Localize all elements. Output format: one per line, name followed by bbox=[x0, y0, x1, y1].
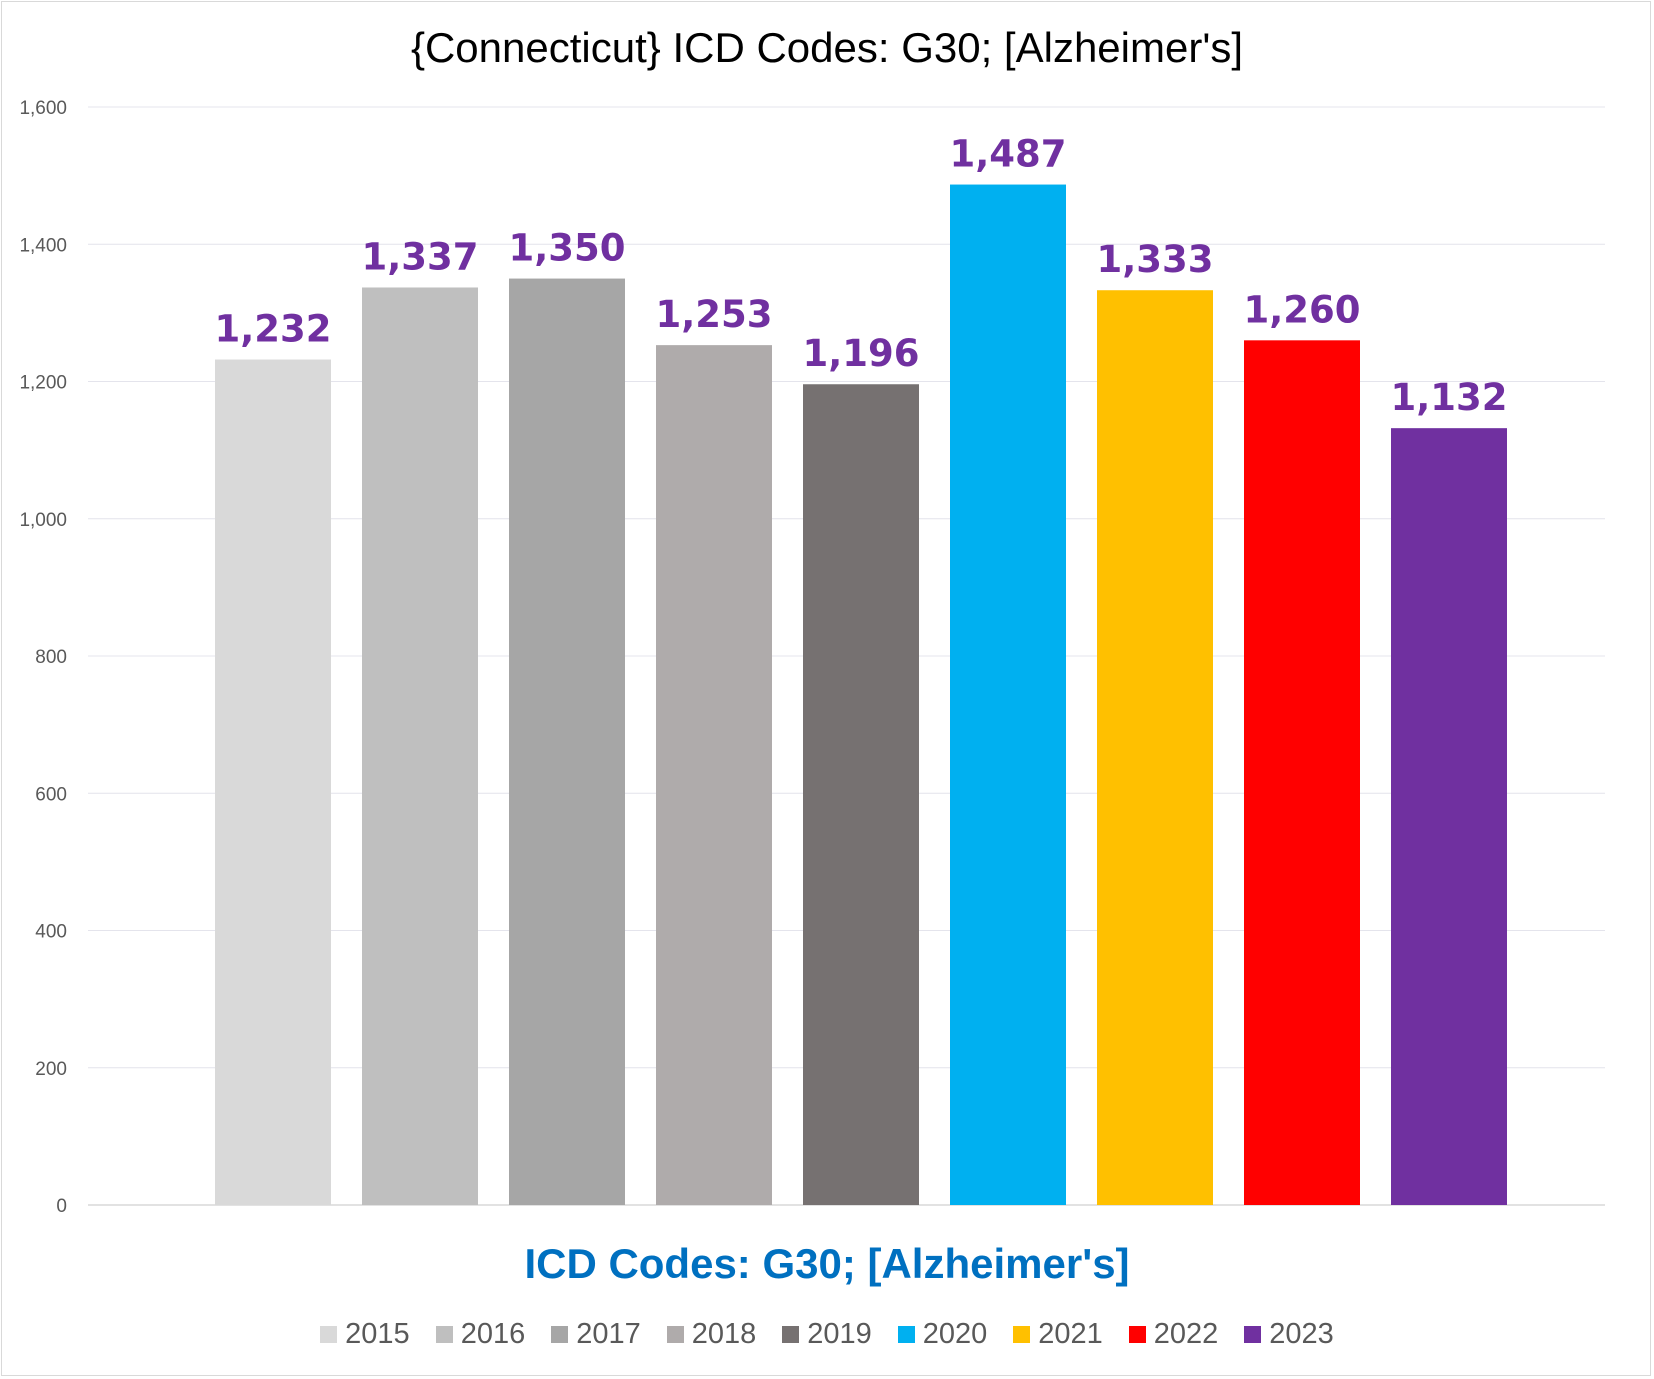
legend-label: 2022 bbox=[1153, 1318, 1219, 1350]
legend-item-2015: 2015 bbox=[320, 1318, 410, 1351]
bar-2015 bbox=[215, 359, 331, 1205]
bar-2016 bbox=[362, 287, 478, 1205]
legend-swatch bbox=[1244, 1326, 1262, 1343]
legend: 2015 2016 2017 2018 2019 2020 2021 2022 2023 bbox=[0, 1318, 1654, 1351]
legend-label: 2016 bbox=[460, 1318, 526, 1350]
y-tick-label: 400 bbox=[35, 922, 67, 943]
data-label-2016: 1,337 bbox=[361, 235, 478, 278]
data-label-2015: 1,232 bbox=[214, 308, 331, 351]
data-label-2020: 1,487 bbox=[949, 133, 1066, 176]
legend-label: 2017 bbox=[576, 1318, 641, 1350]
legend-item-2020: 2020 bbox=[897, 1318, 988, 1351]
legend-label: 2019 bbox=[807, 1318, 872, 1350]
data-labels: 1,232 1,337 1,350 1,253 1,196 1,487 1,333 1,260… bbox=[214, 133, 1507, 420]
bar-2017 bbox=[509, 278, 625, 1205]
legend-item-2019: 2019 bbox=[782, 1318, 872, 1351]
bars bbox=[215, 184, 1507, 1205]
bar-2020 bbox=[950, 184, 1066, 1205]
y-tick-label: 1,200 bbox=[19, 373, 67, 394]
legend-item-2018: 2018 bbox=[666, 1318, 757, 1351]
y-tick-label: 0 bbox=[56, 1196, 67, 1217]
y-tick-label: 1,000 bbox=[19, 510, 67, 531]
data-label-2021: 1,333 bbox=[1096, 238, 1213, 281]
y-tick-label: 200 bbox=[35, 1059, 67, 1080]
data-label-2023: 1,132 bbox=[1390, 376, 1507, 419]
legend-swatch bbox=[782, 1326, 800, 1343]
legend-label: 2021 bbox=[1038, 1318, 1103, 1350]
chart-title: {Connecticut} ICD Codes: G30; [Alzheimer… bbox=[410, 24, 1244, 71]
data-label-2017: 1,350 bbox=[508, 227, 625, 270]
legend-swatch bbox=[897, 1326, 915, 1343]
legend-label: 2023 bbox=[1269, 1318, 1334, 1350]
data-label-2022: 1,260 bbox=[1243, 288, 1360, 331]
y-axis-ticks: 0 200 400 600 800 1,000 1,200 1,400 1,600 bbox=[19, 98, 67, 1217]
y-tick-label: 1,400 bbox=[19, 235, 67, 256]
y-tick-label: 800 bbox=[35, 647, 67, 668]
legend-swatch bbox=[666, 1326, 684, 1343]
legend-swatch bbox=[1128, 1326, 1146, 1343]
legend-swatch bbox=[1013, 1326, 1031, 1343]
legend-swatch bbox=[320, 1326, 338, 1343]
data-label-2018: 1,253 bbox=[655, 293, 772, 336]
bar-2022 bbox=[1244, 340, 1360, 1205]
bar-2018 bbox=[656, 345, 772, 1205]
legend-swatch bbox=[435, 1326, 453, 1343]
legend-item-2017: 2017 bbox=[551, 1318, 641, 1351]
legend-label: 2018 bbox=[691, 1318, 757, 1350]
data-label-2019: 1,196 bbox=[802, 332, 919, 375]
legend-item-2021: 2021 bbox=[1013, 1318, 1103, 1351]
legend-item-2023: 2023 bbox=[1244, 1318, 1334, 1351]
legend-item-2022: 2022 bbox=[1128, 1318, 1219, 1351]
legend-label: 2020 bbox=[922, 1318, 988, 1350]
legend-swatch bbox=[551, 1326, 569, 1343]
legend-label: 2015 bbox=[345, 1318, 410, 1350]
bar-2023 bbox=[1391, 428, 1507, 1205]
y-tick-label: 600 bbox=[35, 784, 67, 805]
bar-2021 bbox=[1097, 290, 1213, 1205]
x-axis-label: ICD Codes: G30; [Alzheimer's] bbox=[524, 1240, 1130, 1287]
legend-item-2016: 2016 bbox=[435, 1318, 526, 1351]
bar-2019 bbox=[803, 384, 919, 1205]
y-tick-label: 1,600 bbox=[19, 98, 67, 119]
